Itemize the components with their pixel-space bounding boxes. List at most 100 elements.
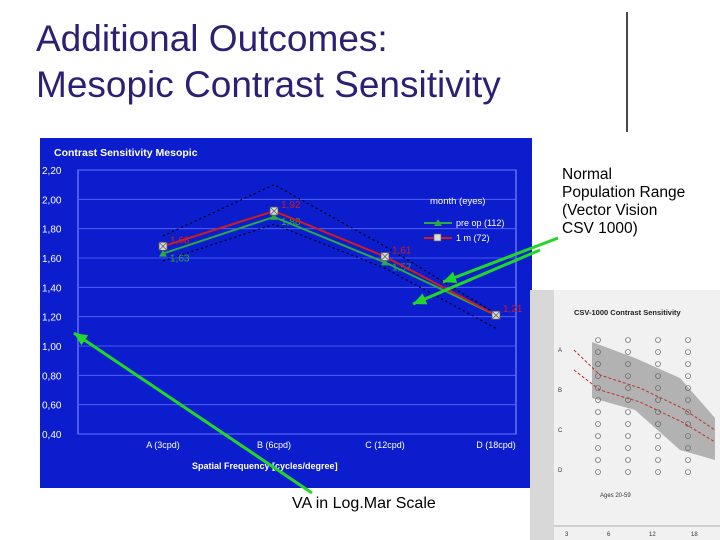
sheet-grating-circle	[655, 373, 661, 379]
sheet-grating-circle	[625, 433, 631, 439]
sheet-grating-circle	[625, 397, 631, 403]
csv1000-reference-sheet: CSV-1000 Contrast Sensitivity A B C D Ages 20…	[530, 290, 720, 540]
x-axis-label: Spatial Frequency [cycles/degree]	[192, 461, 338, 471]
sheet-grating-circle	[655, 469, 661, 475]
legend-marker-one-month	[433, 233, 442, 242]
normal-range-line-2: Population Range	[562, 184, 686, 201]
normal-range-line-3: (Vector Vision	[562, 202, 658, 219]
sheet-grating-circle	[685, 445, 691, 451]
sheet-row-label: D	[558, 468, 563, 474]
sheet-grating-circle	[595, 397, 601, 403]
sheet-grating-circle	[625, 373, 631, 379]
legend-marker-pre-op	[434, 219, 442, 226]
sheet-grating-circle	[685, 433, 691, 439]
sheet-grating-circle	[685, 361, 691, 367]
sheet-grating-circle	[685, 373, 691, 379]
data-point-pre-op	[381, 258, 389, 266]
data-point-one-month	[491, 310, 501, 320]
sheet-grating-circle	[595, 373, 601, 379]
sheet-red-line	[573, 349, 716, 431]
y-tick-label: 1,20	[42, 313, 62, 324]
sheet-grating-circle	[595, 469, 601, 475]
series-line-pre-op	[162, 215, 497, 317]
data-label: 1,61	[392, 246, 412, 257]
sheet-grating-circle	[595, 385, 601, 391]
sheet-grating-circle	[595, 457, 601, 463]
sheet-normal-band	[592, 342, 715, 460]
y-tick-label: 2,00	[42, 195, 62, 206]
normal-range-lower	[162, 223, 497, 329]
sheet-grating-circle	[625, 421, 631, 427]
normal-range-upper	[162, 183, 497, 315]
va-logmar-annotation: VA in Log.Mar Scale	[292, 495, 436, 512]
x-tick-label: B (6cpd)	[257, 440, 291, 450]
sheet-grating-circle	[655, 433, 661, 439]
sheet-grating-circle	[655, 409, 661, 415]
data-point-one-month	[269, 206, 279, 216]
x-tick-label: A (3cpd)	[146, 440, 180, 450]
sheet-grating-circle	[625, 409, 631, 415]
sheet-shadow	[530, 290, 554, 540]
sheet-grating-circle	[625, 337, 631, 343]
y-tick-label: 2,20	[42, 166, 62, 177]
sheet-row-label: C	[558, 428, 563, 434]
sheet-grating-circle	[595, 349, 601, 355]
sheet-grating-circle	[625, 361, 631, 367]
y-tick-label: 1,40	[42, 283, 62, 294]
chart-svg: Contrast Sensitivity Mesopic 0,40 0,60 0,80…	[42, 147, 523, 471]
data-label: 1,21	[503, 304, 523, 315]
sheet-grating-circle	[595, 433, 601, 439]
data-label: 1,63	[170, 254, 190, 265]
sheet-grating-circle	[685, 397, 691, 403]
sheet-grating-circle	[595, 445, 601, 451]
sheet-x-tick: 12	[649, 532, 656, 538]
sheet-grating-circle	[685, 469, 691, 475]
y-tick-label: 0,80	[42, 371, 62, 382]
sheet-grating-circle	[655, 337, 661, 343]
sheet-grating-circle	[625, 349, 631, 355]
sheet-grating-circle	[685, 337, 691, 343]
sheet-grating-circle	[595, 421, 601, 427]
sheet-grating-circle	[655, 385, 661, 391]
legend-title: month (eyes)	[430, 196, 485, 207]
x-tick-label: C (12cpd)	[365, 440, 405, 450]
data-label: 1,57	[392, 262, 412, 273]
data-point-pre-op	[270, 212, 278, 220]
normal-range-annotation: Normal Population Range (Vector Vision C…	[562, 166, 720, 238]
legend-label: 1 m (72)	[456, 233, 490, 243]
sheet-x-tick: 6	[607, 532, 611, 538]
sheet-grating-circle	[655, 421, 661, 427]
sheet-grating-circle	[685, 385, 691, 391]
y-tick-label: 1,80	[42, 225, 62, 236]
sheet-grating-circle	[655, 349, 661, 355]
y-tick-label: 1,60	[42, 254, 62, 265]
sheet-grating-circle	[655, 445, 661, 451]
sheet-grating-circle	[685, 421, 691, 427]
reference-sheet-svg: CSV-1000 Contrast Sensitivity A B C D Ages 20…	[530, 290, 720, 540]
sheet-grating-circle	[595, 361, 601, 367]
data-point-one-month	[158, 241, 168, 251]
y-tick-label: 0,40	[42, 430, 62, 441]
series-line-one-month	[162, 210, 497, 317]
marker-cross	[491, 310, 501, 320]
data-label: 1,92	[281, 200, 301, 211]
sheet-x-tick: 18	[691, 532, 698, 538]
data-label: 1,88	[281, 217, 301, 228]
sheet-grating-circle	[595, 337, 601, 343]
sheet-row-label: A	[558, 348, 562, 354]
sheet-age-legend: Ages 20-59	[600, 493, 631, 499]
sheet-grating-circle	[685, 457, 691, 463]
x-tick-label: D (18cpd)	[476, 440, 516, 450]
sheet-grating-circle	[655, 457, 661, 463]
slide-title: Additional Outcomes: Mesopic Contrast Se…	[36, 16, 596, 108]
sheet-red-line	[573, 369, 716, 443]
sheet-grating-circle	[625, 457, 631, 463]
sheet-grating-circle	[595, 409, 601, 415]
sheet-title: CSV-1000 Contrast Sensitivity	[574, 308, 682, 317]
data-point-one-month	[380, 252, 390, 261]
marker-cross	[380, 252, 390, 261]
sheet-grating-circle	[625, 445, 631, 451]
data-label: 1,68	[170, 235, 190, 246]
marker-cross	[158, 242, 168, 251]
sheet-grating-circle	[685, 409, 691, 415]
